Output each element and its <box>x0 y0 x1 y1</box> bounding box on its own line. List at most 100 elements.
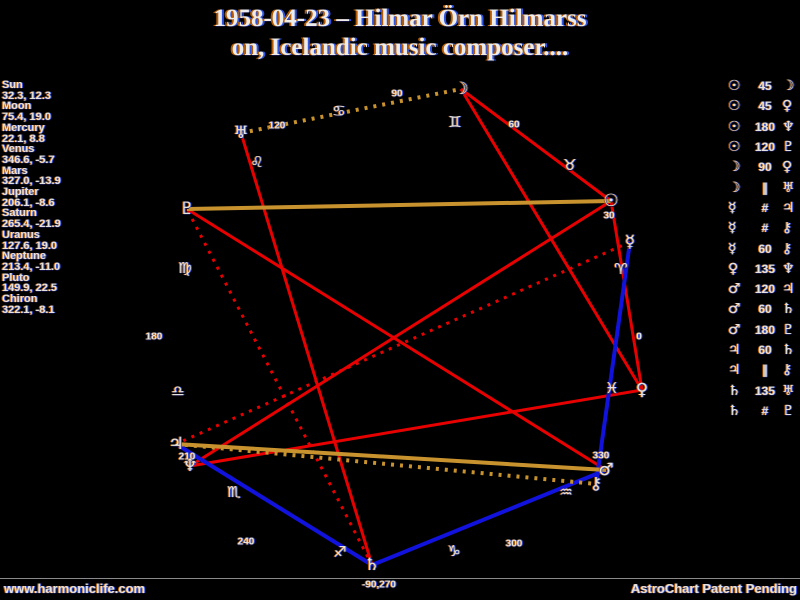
planet-glyph-pluto: ♇ <box>179 199 195 219</box>
aspect-row: ♃ ∥ ⚷ <box>728 360 800 380</box>
aspect-row: ♂ 120 ♃ <box>728 279 800 299</box>
grid-label--90,270: -90,270 <box>362 579 396 591</box>
aspect-planet2-glyph: ♇ <box>782 402 795 419</box>
aspect-planet2-glyph: ⚷ <box>782 362 793 379</box>
aspect-row: ☉ 180 ♆ <box>728 117 800 137</box>
zodiac-glyph-cancer: ♋ <box>332 102 346 120</box>
aspect-value: # <box>761 221 769 236</box>
ephemeris-planet-coords: 327.0, -13.9 <box>2 175 61 188</box>
aspect-planet2-glyph: ♀ <box>782 98 793 115</box>
aspect-planet1-glyph: ☉ <box>728 98 741 115</box>
aspect-line-jupiter-mars <box>175 442 607 472</box>
aspect-planet2-glyph: ♀ <box>782 159 793 176</box>
aspect-line-mercury-jupiter <box>175 240 631 446</box>
planet-glyph-saturn: ♄ <box>364 555 380 575</box>
zodiac-glyph-pisces: ♓ <box>605 379 619 397</box>
aspect-line-mars-pluto <box>186 207 607 472</box>
aspect-line-sun-venus <box>609 200 644 391</box>
ephemeris-list: Sun 32.3, 12.3 Moon 75.4, 19.0 Mercury 22.1, … <box>2 80 61 315</box>
ephemeris-planet-coords: 32.3, 12.3 <box>2 89 51 102</box>
aspect-value: 45 <box>758 99 772 114</box>
ephemeris-planet-name: Mercury <box>2 121 45 134</box>
grid-label-90: 90 <box>391 88 403 100</box>
aspect-planet1-glyph: ☿ <box>728 220 737 237</box>
ephemeris-planet-coords: 127.6, 19.0 <box>2 239 58 252</box>
aspect-planet2-glyph: ♄ <box>782 301 795 318</box>
aspect-planet2-glyph: ⚷ <box>782 240 793 257</box>
aspect-row: ♂ 60 ♄ <box>728 299 800 319</box>
ephemeris-planet-coords: 149.9, 22.5 <box>2 282 58 295</box>
zodiac-glyph-gemini: ♊ <box>448 113 462 131</box>
aspect-line-moon-venus <box>459 88 644 391</box>
aspect-planet1-glyph: ♂ <box>728 301 741 318</box>
grid-label-180: 180 <box>145 331 163 343</box>
ephemeris-planet-name: Jupiter <box>2 186 39 199</box>
ephemeris-planet-name: Chiron <box>2 293 38 306</box>
ephemeris-planet-coords: 322.1, -8.1 <box>2 303 55 316</box>
aspect-value: 60 <box>758 302 772 317</box>
aspect-line-saturn-uranus <box>239 132 374 566</box>
planet-glyph-neptune: ♆ <box>182 456 198 476</box>
aspect-planet1-glyph: ☿ <box>728 240 737 257</box>
aspect-planet2-glyph: ♆ <box>782 260 795 277</box>
grid-label-0: 0 <box>636 331 642 343</box>
grid-label-60: 60 <box>508 119 520 131</box>
aspect-planet2-glyph: ♃ <box>782 199 795 216</box>
aspect-planet2-glyph: ♅ <box>782 382 795 399</box>
aspect-planet1-glyph: ☉ <box>728 139 741 156</box>
aspect-value: 120 <box>754 282 776 297</box>
aspect-line-jupiter-chiron <box>175 442 597 486</box>
aspect-value: ∥ <box>762 180 768 195</box>
aspect-line-mercury-chiron <box>594 241 632 485</box>
aspect-list: ☉ 45 ☽ ☉ 45 ♀ ☉ 180 ♆ ☉ 120 ♇ ☽ 90 ♀ ☽ ∥ ♅ ☿ # ♃ ☿ # ⚷ ☿ 60 ⚷ ♀ 135 ♆… <box>728 76 800 421</box>
zodiac-glyph-sagittarius: ♐ <box>333 543 347 561</box>
aspect-row: ♄ 135 ♅ <box>728 380 800 400</box>
aspect-row: ☽ ∥ ♅ <box>728 177 800 197</box>
page-title: 1958-04-23 – Hilmar Örn Hilmarss on, Ice… <box>0 4 800 62</box>
aspect-value: 45 <box>758 79 772 94</box>
zodiac-glyph-virgo: ♍ <box>178 259 192 277</box>
zodiac-glyph-libra: ♎ <box>171 382 185 400</box>
zodiac-glyph-aries: ♈ <box>614 260 628 278</box>
planet-glyph-uranus: ♅ <box>233 123 249 143</box>
ephemeris-planet-coords: 75.4, 19.0 <box>2 111 51 124</box>
aspect-row: ☿ # ⚷ <box>728 218 800 238</box>
planet-glyph-sun: ☉ <box>603 191 619 211</box>
planet-glyph-venus: ♀ <box>635 380 649 400</box>
aspect-row: ☉ 45 ♀ <box>728 96 800 116</box>
aspect-planet1-glyph: ♂ <box>728 281 741 298</box>
ephemeris-planet-coords: 213.4, -11.0 <box>2 260 61 273</box>
aspect-planet1-glyph: ♂ <box>728 321 741 338</box>
aspect-line-jupiter-saturn <box>174 442 374 567</box>
ephemeris-planet-name: Mars <box>2 164 28 177</box>
grid-label-210: 210 <box>178 451 196 463</box>
aspect-line-moon-sun <box>460 87 612 203</box>
grid-label-30: 30 <box>603 210 615 222</box>
planet-glyph-moon: ☽ <box>453 79 469 99</box>
ephemeris-planet-name: Pluto <box>2 271 30 284</box>
aspect-planet1-glyph: ♃ <box>728 362 741 379</box>
aspect-value: 180 <box>754 119 776 134</box>
aspect-line-pluto-sun <box>186 199 612 211</box>
aspect-value: 135 <box>754 261 776 276</box>
aspect-planet1-glyph: ☽ <box>728 179 741 196</box>
zodiac-glyph-taurus: ♉ <box>563 156 577 174</box>
ephemeris-planet-name: Sun <box>2 79 23 91</box>
aspect-planet2-glyph: ⚷ <box>782 220 793 237</box>
aspect-value: 120 <box>754 140 776 155</box>
aspect-planet1-glyph: ☉ <box>728 78 741 95</box>
planet-glyph-mars: ♂ <box>598 460 614 480</box>
planet-glyph-chiron: ⚷ <box>589 474 603 494</box>
zodiac-glyph-scorpio: ♏ <box>227 483 241 501</box>
aspect-row: ☉ 120 ♇ <box>728 137 800 157</box>
aspect-row: ♀ 135 ♆ <box>728 259 800 279</box>
patent-notice: AstroChart Patent Pending <box>630 581 797 596</box>
grid-label-120: 120 <box>268 120 286 132</box>
title-line-2: on, Icelandic music composer.... <box>231 34 569 61</box>
aspect-row: ☉ 45 ☽ <box>728 76 800 96</box>
aspect-planet2-glyph: ☽ <box>782 78 795 95</box>
zodiac-glyph-aquarius: ♒ <box>559 483 573 501</box>
aspect-row: ☽ 90 ♀ <box>728 157 800 177</box>
